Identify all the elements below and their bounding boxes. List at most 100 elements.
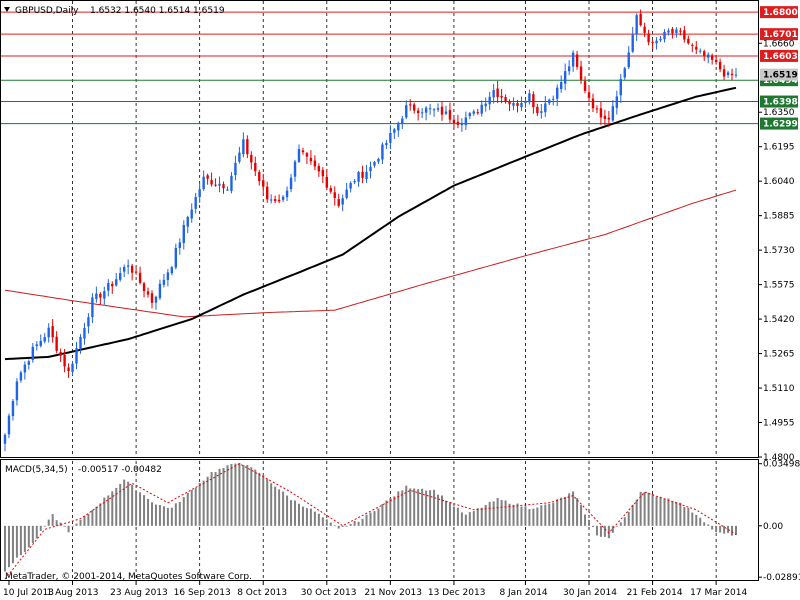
macd-bar [627,511,630,526]
macd-bar [536,507,539,526]
macd-bar [444,500,447,526]
candle-body [329,188,332,192]
candle-body [611,106,615,121]
macd-bar [15,525,18,558]
macd-bar [707,524,710,526]
candle-body [210,180,213,185]
macd-bar [576,498,579,526]
x-tick-label: 17 Mar 2014 [690,588,747,598]
y-tick-label: 1.5265 [763,350,795,360]
candle-body [714,59,718,63]
candle-body [214,184,217,186]
candle-body [182,225,185,244]
collapse-triangle-icon[interactable] [4,7,10,12]
macd-bar [643,492,646,526]
macd-bar [484,504,487,526]
macd-bar [333,525,336,527]
macd-bar [631,504,634,526]
candle-body [250,154,253,163]
macd-bar [611,525,614,533]
macd-bar [329,522,332,526]
candle-body [563,71,567,84]
candle-body [23,364,27,373]
macd-bar [735,525,737,536]
macd-bar [540,505,543,526]
macd-bar [452,506,455,526]
y-tick-label: 1.6660 [763,39,795,49]
macd-bar [651,493,654,526]
macd-bar [83,515,86,526]
macd-bar [210,472,213,526]
candle-body [496,88,499,97]
macd-bar [234,463,237,526]
macd-bar [7,525,10,568]
macd-bar [401,490,404,526]
macd-bar [178,502,181,526]
macd-y-tick-label: 0.00 [763,522,783,532]
y-tick-label: 1.6350 [763,108,795,118]
y-tick-label: 1.5575 [763,281,795,291]
candle-body [325,176,328,188]
candle-body [258,172,261,181]
candle-body [35,344,38,347]
candle-body [162,279,166,285]
x-tick-label: 8 Oct 2013 [237,588,287,598]
candle-body [595,108,599,110]
candle-body [583,81,587,91]
macd-bar [170,507,173,526]
x-tick-label: 13 Dec 2013 [428,588,486,598]
macd-bar [441,495,444,526]
macd-bar [715,525,718,533]
candle-body [305,153,309,157]
macd-signal-line [4,463,737,580]
macd-bar [250,467,253,526]
candle-body [63,354,66,367]
price-level-label: 1.6800 [763,8,798,18]
candle-body [456,121,460,125]
candle-body [11,401,15,417]
candle-body [130,265,134,273]
macd-bar [695,514,698,526]
y-tick-label: 1.5110 [763,384,795,394]
candle-body [687,38,690,44]
candle-body [409,104,412,106]
macd-bar [266,479,269,526]
candle-body [154,296,158,303]
candle-body [301,150,305,153]
candle-body [579,66,583,80]
macd-bar [687,507,690,526]
candle-body [512,102,515,106]
macd-bar [99,503,102,526]
candle-body [27,361,31,365]
macd-bar [345,525,348,527]
candle-body [226,189,229,191]
candle-body [377,158,380,162]
macd-bar [556,499,559,526]
candles[interactable] [3,9,738,452]
candle-body [19,372,23,381]
macd-bar [691,512,694,526]
macd-bar [309,508,312,526]
candle-body [718,61,722,70]
macd-bar [194,488,197,526]
candle-body [524,101,527,104]
candle-body [103,291,106,299]
macd-bar [71,525,74,527]
macd-bar [87,513,90,526]
macd-bar [480,507,483,526]
candle-body [365,171,368,180]
candle-body [484,103,487,107]
macd-bar [63,525,66,527]
macd-bar [270,483,273,526]
x-tick-label: 30 Oct 2013 [301,588,357,598]
macd-bar [4,525,6,572]
macd-bar [405,485,408,526]
macd-bar [254,469,257,526]
macd-bar [226,465,229,526]
candle-body [262,180,265,187]
candle-body [516,103,519,106]
macd-bar [417,489,420,526]
candle-body [83,327,86,339]
candle-body [488,96,491,105]
